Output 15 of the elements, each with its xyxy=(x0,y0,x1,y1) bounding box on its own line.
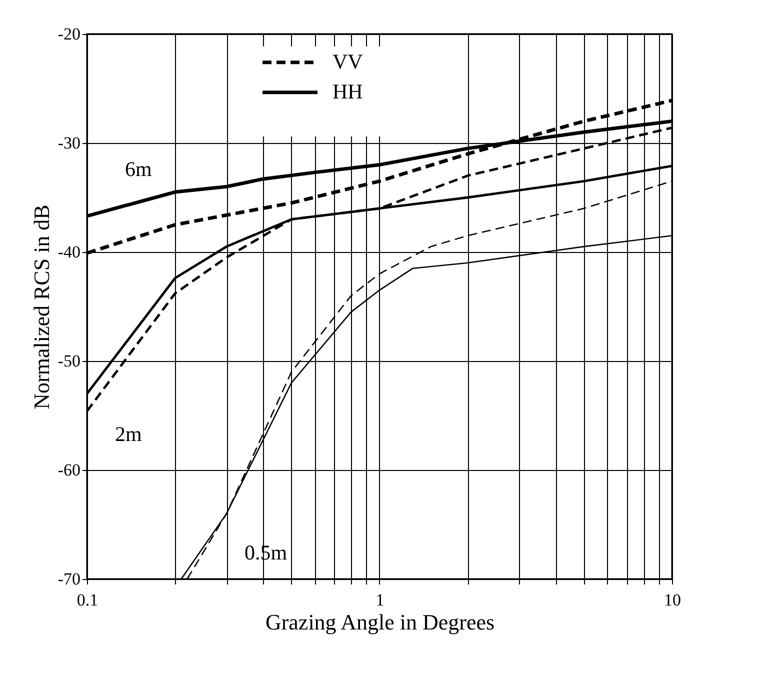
x-tick-label: 10 xyxy=(664,590,681,610)
annotation: 6m xyxy=(125,157,152,182)
annotation: 2m xyxy=(115,422,142,446)
x-axis-title: Grazing Angle in Degrees xyxy=(265,610,495,634)
y-tick-label: -20 xyxy=(58,24,80,44)
y-tick-label: -70 xyxy=(58,570,80,588)
legend-label: HH xyxy=(332,79,363,104)
y-tick-label: -40 xyxy=(58,242,80,262)
x-tick-label: 1 xyxy=(376,590,384,610)
y-axis-title: Normalized RCS in dB xyxy=(28,204,54,410)
y-tick-label: -30 xyxy=(58,134,80,152)
y-tick-label: -50 xyxy=(58,352,80,370)
legend-label: VV xyxy=(332,49,363,74)
x-tick-label: 0.1 xyxy=(76,590,98,610)
y-tick-label: -60 xyxy=(58,460,80,480)
